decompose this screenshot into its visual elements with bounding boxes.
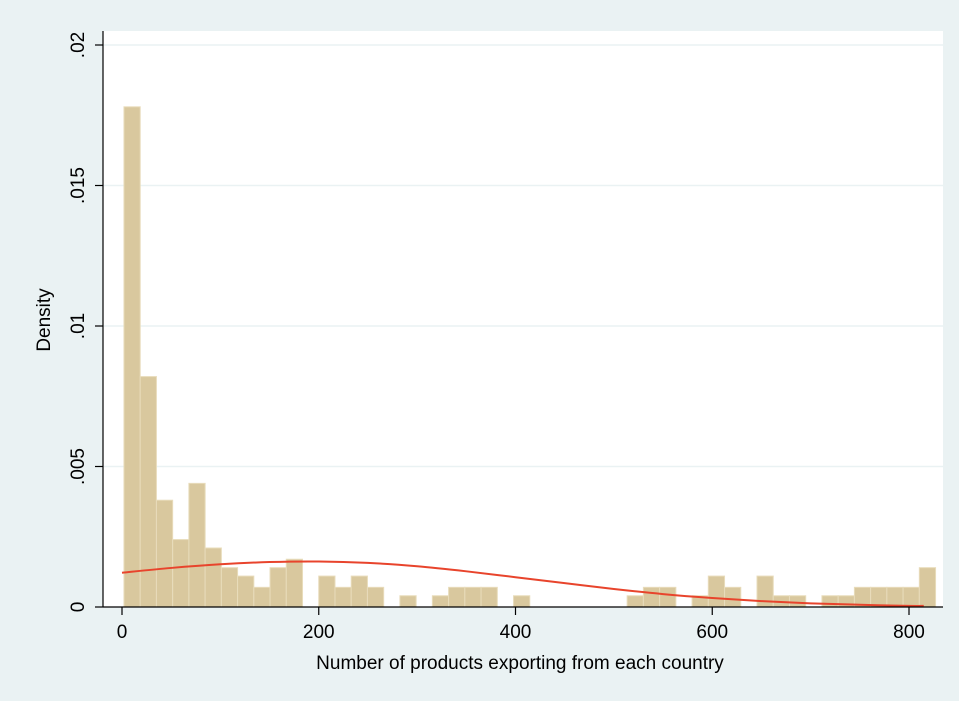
histogram-bar-49 bbox=[918, 567, 937, 608]
histogram-bar-5 bbox=[204, 547, 222, 608]
histogram-bar-48 bbox=[902, 586, 920, 608]
x-axis-label: Number of products exporting from each c… bbox=[316, 653, 724, 674]
histogram-bar-4 bbox=[188, 482, 206, 608]
y-tick-label-0: 0 bbox=[68, 602, 89, 613]
x-axis-ticks: 0 200 400 600 800 bbox=[117, 607, 925, 643]
histogram-bar-17 bbox=[399, 595, 417, 608]
histogram-bar-24 bbox=[513, 595, 531, 608]
x-tick-label-3: 600 bbox=[696, 622, 728, 643]
histogram-bar-14 bbox=[350, 575, 368, 608]
x-tick-label-2: 400 bbox=[500, 622, 532, 643]
y-tick-label-4: .02 bbox=[68, 32, 89, 58]
histogram-bar-31 bbox=[626, 595, 644, 608]
histogram-bar-43 bbox=[821, 595, 839, 608]
histogram-bar-13 bbox=[334, 586, 352, 608]
histogram-bar-46 bbox=[870, 586, 888, 608]
y-axis-ticks: 0 .005 .01 .015 .02 bbox=[68, 32, 103, 613]
histogram-bar-32 bbox=[642, 586, 661, 608]
x-tick-label-4: 800 bbox=[893, 622, 925, 643]
y-tick-label-3: .015 bbox=[68, 167, 89, 204]
y-tick-label-2: .01 bbox=[68, 313, 89, 339]
histogram-bars bbox=[123, 106, 937, 608]
y-axis-label: Density bbox=[34, 288, 55, 352]
histogram-bar-15 bbox=[366, 586, 385, 608]
x-tick-label-1: 200 bbox=[303, 622, 335, 643]
histogram-bar-9 bbox=[269, 567, 287, 608]
histogram-bar-10 bbox=[285, 558, 304, 608]
plot-area bbox=[103, 31, 943, 607]
histogram-bar-0 bbox=[123, 106, 141, 608]
histogram-bar-19 bbox=[431, 595, 450, 608]
histogram-bar-12 bbox=[318, 575, 336, 608]
histogram-bar-7 bbox=[237, 575, 255, 608]
histogram-bar-37 bbox=[724, 586, 742, 608]
histogram-bar-1 bbox=[139, 376, 157, 608]
histogram-bar-20 bbox=[448, 586, 466, 608]
normal-density-curve bbox=[121, 560, 924, 607]
histogram-bar-8 bbox=[253, 586, 271, 608]
histogram-bar-36 bbox=[707, 575, 726, 608]
histogram-bar-2 bbox=[155, 499, 174, 608]
x-tick-label-0: 0 bbox=[117, 622, 128, 643]
histogram-bar-21 bbox=[464, 586, 482, 608]
histogram-bar-41 bbox=[788, 595, 807, 608]
histogram-bar-6 bbox=[220, 567, 239, 608]
y-tick-label-1: .005 bbox=[68, 448, 89, 485]
histogram-bar-3 bbox=[172, 539, 190, 608]
histogram-bar-22 bbox=[480, 586, 498, 608]
histogram-bar-33 bbox=[659, 586, 677, 608]
histogram-bar-47 bbox=[886, 586, 904, 608]
gridlines bbox=[103, 44, 943, 468]
